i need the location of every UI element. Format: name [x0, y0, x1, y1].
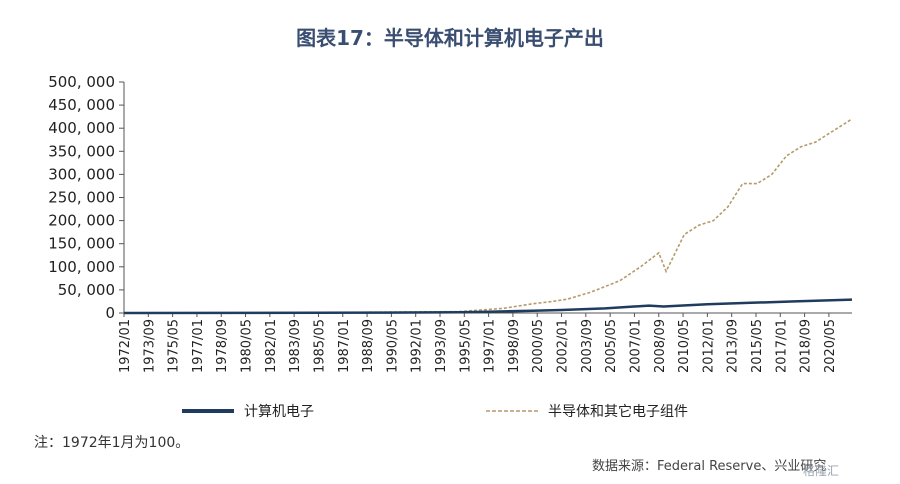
- x-tick-label: 2012/01: [701, 319, 716, 373]
- x-tick-label: 1975/05: [167, 319, 182, 373]
- x-tick-label: 2005/05: [604, 319, 619, 373]
- plot-area: [123, 118, 853, 315]
- watermark: 格隆汇: [803, 464, 840, 478]
- y-tick-label: 450, 000: [48, 96, 115, 114]
- y-tick-label: 250, 000: [48, 189, 115, 207]
- x-tick-label: 1990/05: [385, 319, 400, 373]
- y-tick-label: 400, 000: [48, 119, 115, 137]
- legend: 计算机电子 半导体和其它电子组件: [182, 403, 688, 420]
- chart: 0 50, 000 100, 000 150, 000 200, 000 250, 000…: [48, 73, 853, 420]
- x-tick-label: 1972/01: [118, 319, 133, 373]
- x-tick-label: 2013/09: [726, 319, 741, 373]
- x-tick-label: 1993/09: [434, 319, 449, 373]
- legend-label-computer: 计算机电子: [244, 404, 314, 420]
- x-tick-label: 2020/05: [823, 319, 838, 373]
- y-tick-label: 50, 000: [58, 281, 115, 299]
- y-tick-label: 0: [105, 304, 115, 322]
- x-tick-label: 2015/05: [750, 319, 765, 373]
- data-source: 数据来源：Federal Reserve、兴业研究: [592, 459, 827, 474]
- x-tick-label: 1995/05: [458, 319, 473, 373]
- series-semiconductor-components: [123, 118, 853, 314]
- x-tick-label: 2008/09: [653, 319, 668, 373]
- x-tick-label: 1992/01: [410, 319, 425, 373]
- x-tick-label: 2017/01: [774, 319, 789, 373]
- x-tick-label: 1983/09: [288, 319, 303, 373]
- x-tick-label: 1998/09: [507, 319, 522, 373]
- x-tick-label: 1977/01: [191, 319, 206, 373]
- x-tick-label: 1973/09: [142, 319, 157, 373]
- x-tick-label: 1988/09: [361, 319, 376, 373]
- x-tick-label: 1985/05: [312, 319, 327, 373]
- x-tick-label: 2000/05: [531, 319, 546, 373]
- x-tick-label: 2007/01: [628, 319, 643, 373]
- y-tick-label: 300, 000: [48, 165, 115, 183]
- x-tick-label: 2003/09: [580, 319, 595, 373]
- x-tick-label: 1997/01: [483, 319, 498, 373]
- x-tick-label: 2010/05: [677, 319, 692, 373]
- x-tick-label: 1987/01: [337, 319, 352, 373]
- chart-title: 图表17：半导体和计算机电子产出: [296, 26, 604, 50]
- y-tick-label: 500, 000: [48, 73, 115, 91]
- series-computer-electronics: [123, 298, 853, 315]
- x-tick-label: 1980/05: [240, 319, 255, 373]
- legend-label-semiconductor: 半导体和其它电子组件: [548, 403, 688, 420]
- x-tick-label: 1982/01: [264, 319, 279, 373]
- x-tick-label: 1978/09: [215, 319, 230, 373]
- y-axis: 0 50, 000 100, 000 150, 000 200, 000 250, 000…: [48, 73, 125, 322]
- x-tick-label: 2018/09: [799, 319, 814, 373]
- chart-note: 注：1972年1月为100。: [34, 435, 190, 451]
- y-tick-label: 200, 000: [48, 212, 115, 230]
- y-tick-label: 350, 000: [48, 142, 115, 160]
- x-tick-label: 2002/01: [556, 319, 571, 373]
- y-tick-label: 100, 000: [48, 258, 115, 276]
- x-axis: 1972/01 1973/09 1975/05 1977/01 1978/09 1980/…: [118, 312, 852, 373]
- y-tick-label: 150, 000: [48, 235, 115, 253]
